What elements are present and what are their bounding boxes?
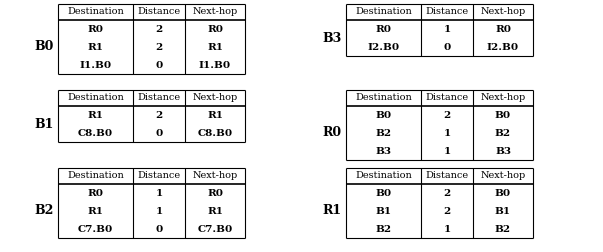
Text: C7.B0: C7.B0 [197, 225, 233, 234]
Text: Distance: Distance [137, 93, 180, 103]
Text: 0: 0 [443, 43, 450, 51]
Text: C8.B0: C8.B0 [78, 129, 113, 138]
Text: Distance: Distance [137, 172, 180, 180]
Text: 2: 2 [156, 24, 163, 34]
Text: R1: R1 [207, 43, 223, 51]
Text: B0: B0 [376, 188, 391, 198]
Text: 1: 1 [443, 225, 450, 234]
Text: 2: 2 [443, 206, 450, 215]
Text: Destination: Destination [67, 8, 124, 16]
Text: I1.B0: I1.B0 [80, 60, 112, 70]
Text: I2.B0: I2.B0 [487, 43, 519, 51]
Text: Next-hop: Next-hop [481, 93, 526, 103]
Text: 2: 2 [443, 110, 450, 119]
Text: Distance: Distance [137, 8, 180, 16]
Text: Destination: Destination [67, 172, 124, 180]
Text: Distance: Distance [426, 172, 469, 180]
Text: 0: 0 [156, 129, 163, 138]
Text: 1: 1 [443, 24, 450, 34]
Text: Destination: Destination [355, 172, 412, 180]
Text: B0: B0 [495, 188, 511, 198]
Text: B2: B2 [376, 225, 391, 234]
Text: 1: 1 [443, 146, 450, 155]
Text: B3: B3 [495, 146, 511, 155]
Text: R1: R1 [207, 206, 223, 215]
Text: Next-hop: Next-hop [481, 8, 526, 16]
Text: 1: 1 [156, 188, 163, 198]
Text: B1: B1 [34, 117, 54, 131]
Text: B1: B1 [495, 206, 511, 215]
Text: R1: R1 [87, 110, 104, 119]
Text: 2: 2 [156, 110, 163, 119]
Text: 1: 1 [443, 129, 450, 138]
Text: B2: B2 [495, 225, 511, 234]
Text: R0: R0 [495, 24, 511, 34]
Text: R0: R0 [207, 24, 223, 34]
Text: R0: R0 [87, 188, 104, 198]
Text: 2: 2 [443, 188, 450, 198]
Text: Distance: Distance [426, 93, 469, 103]
Text: Next-hop: Next-hop [192, 8, 238, 16]
Text: I2.B0: I2.B0 [367, 43, 400, 51]
Text: 1: 1 [156, 206, 163, 215]
Text: B3: B3 [323, 32, 342, 45]
Text: R1: R1 [87, 206, 104, 215]
Text: R0: R0 [87, 24, 104, 34]
Text: R1: R1 [323, 205, 341, 217]
Text: Next-hop: Next-hop [481, 172, 526, 180]
Text: Next-hop: Next-hop [192, 93, 238, 103]
Text: Distance: Distance [426, 8, 469, 16]
Text: B0: B0 [34, 41, 54, 53]
Text: R0: R0 [376, 24, 391, 34]
Text: C8.B0: C8.B0 [197, 129, 233, 138]
Text: B3: B3 [376, 146, 391, 155]
Text: 0: 0 [156, 60, 163, 70]
Text: B2: B2 [495, 129, 511, 138]
Text: R1: R1 [207, 110, 223, 119]
Text: R1: R1 [87, 43, 104, 51]
Text: B2: B2 [376, 129, 391, 138]
Text: Destination: Destination [355, 93, 412, 103]
Text: 2: 2 [156, 43, 163, 51]
Text: Destination: Destination [67, 93, 124, 103]
Text: Destination: Destination [355, 8, 412, 16]
Text: B0: B0 [376, 110, 391, 119]
Text: B1: B1 [376, 206, 391, 215]
Text: C7.B0: C7.B0 [78, 225, 113, 234]
Text: B2: B2 [34, 205, 54, 217]
Text: R0: R0 [323, 127, 341, 140]
Text: I1.B0: I1.B0 [199, 60, 231, 70]
Text: B0: B0 [495, 110, 511, 119]
Text: 0: 0 [156, 225, 163, 234]
Text: R0: R0 [207, 188, 223, 198]
Text: Next-hop: Next-hop [192, 172, 238, 180]
